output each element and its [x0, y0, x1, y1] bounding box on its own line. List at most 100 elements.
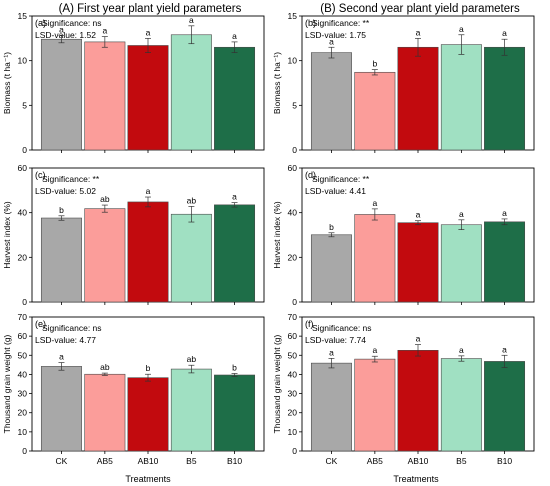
chart-panel: 0 5 10 15 Biomass (t ha⁻¹) (a)Significance: n… [2, 11, 265, 155]
bar-ab5 [354, 358, 396, 452]
significance-letter: a [146, 186, 151, 196]
y-tick-label: 60 [288, 331, 298, 341]
chart-panel: 0 20 40 60 Harvest index (%) (d)Significance:… [272, 163, 535, 307]
significance-letter: ab [100, 362, 110, 372]
significance-letter: a [372, 198, 377, 208]
y-tick-label: 0 [22, 145, 27, 155]
lsd-value-note: LSD-value: 1.75 [305, 30, 366, 40]
bar-b5 [440, 358, 482, 452]
y-axis-label: Biomass (t ha⁻¹) [2, 52, 12, 114]
significance-letter: a [329, 36, 334, 46]
x-tick-label: AB5 [97, 456, 113, 466]
x-tick-label: B5 [456, 456, 467, 466]
significance-letter: b [59, 205, 64, 215]
lsd-value-note: LSD-value: 4.41 [305, 186, 366, 196]
y-axis-label: Biomass (t ha⁻¹) [272, 52, 282, 114]
significance-letter: a [146, 27, 151, 37]
significance-letter: a [502, 344, 507, 354]
bar-ab5 [84, 373, 126, 452]
bar-ab10 [127, 201, 169, 303]
bar-b5 [440, 44, 482, 151]
bar-ck [40, 366, 82, 452]
y-tick-label: 70 [18, 312, 28, 322]
bar-ck [40, 217, 82, 303]
y-axis-label: Harvest index (%) [2, 201, 12, 269]
significance-letter: ab [187, 354, 197, 364]
panel-label: (c) [35, 170, 46, 180]
significance-note: Significance: ** [312, 18, 370, 28]
significance-letter: a [102, 26, 107, 36]
significance-letter: a [502, 28, 507, 38]
x-tick-label: AB10 [138, 456, 159, 466]
bar-b5 [440, 224, 482, 303]
bar-b5 [170, 34, 212, 151]
panel-label: (d) [305, 170, 316, 180]
y-axis-label: Harvest index (%) [272, 201, 282, 269]
y-tick-label: 10 [288, 56, 298, 66]
y-axis-label: Thousand grain weight (g) [2, 334, 12, 433]
y-tick-label: 40 [18, 208, 28, 218]
significance-letter: b [232, 362, 237, 372]
y-tick-label: 20 [18, 252, 28, 262]
y-tick-label: 60 [18, 331, 28, 341]
significance-letter: b [329, 222, 334, 232]
x-tick-label: B5 [186, 456, 197, 466]
panel-label: (e) [35, 319, 46, 329]
x-axis-title-left: Treatments [125, 474, 171, 484]
significance-note: Significance: ns [312, 323, 372, 333]
lsd-value-note: LSD-value: 7.74 [305, 335, 366, 345]
bar-b10 [484, 46, 526, 151]
y-tick-label: 5 [22, 100, 27, 110]
bar-ab5 [84, 208, 126, 303]
bar-ab10 [127, 377, 169, 452]
panel-label: (b) [305, 18, 316, 28]
significance-letter: a [416, 27, 421, 37]
significance-note: Significance: ns [42, 18, 102, 28]
y-tick-label: 10 [288, 427, 298, 437]
x-tick-label: AB5 [367, 456, 383, 466]
y-tick-label: 10 [18, 427, 28, 437]
chart-panel: 0 5 10 15 Biomass (t ha⁻¹) (b)Significance: *… [272, 11, 535, 155]
significance-note: Significance: ** [42, 174, 100, 184]
y-tick-label: 60 [18, 163, 28, 173]
significance-note: Significance: ns [42, 323, 102, 333]
bar-ab5 [354, 214, 396, 303]
significance-letter: a [459, 24, 464, 34]
bar-ab10 [397, 222, 439, 303]
y-tick-label: 40 [288, 208, 298, 218]
y-tick-label: 20 [18, 408, 28, 418]
bar-ab10 [127, 45, 169, 151]
lsd-value-note: LSD-value: 5.02 [35, 186, 96, 196]
column-title-first-year: (A) First year plant yield parameters [59, 3, 242, 15]
y-tick-label: 0 [22, 446, 27, 456]
significance-letter: a [459, 209, 464, 219]
chart-panel: 0 10 20 30 40 50 60 70 Thousand grain weight (g)… [2, 312, 265, 466]
significance-letter: a [502, 208, 507, 218]
y-tick-label: 20 [288, 408, 298, 418]
y-tick-label: 5 [292, 100, 297, 110]
bar-ab5 [84, 41, 126, 151]
bar-b5 [170, 213, 212, 303]
bar-ab5 [354, 71, 396, 151]
bar-ck [40, 38, 82, 151]
y-tick-label: 0 [292, 145, 297, 155]
significance-letter: a [59, 25, 64, 35]
significance-letter: a [59, 352, 64, 362]
significance-letter: ab [187, 195, 197, 205]
significance-note: Significance: ** [312, 174, 370, 184]
x-tick-label: CK [56, 456, 68, 466]
y-tick-label: 60 [288, 163, 298, 173]
bar-ab10 [397, 350, 439, 452]
lsd-value-note: LSD-value: 4.77 [35, 335, 96, 345]
bar-ck [310, 362, 352, 452]
y-tick-label: 10 [18, 56, 28, 66]
chart-panel: 0 10 20 30 40 50 60 70 Thousand grain weight (g)… [272, 312, 535, 466]
y-tick-label: 40 [18, 369, 28, 379]
x-tick-label: B10 [497, 456, 512, 466]
chart-panel: 0 20 40 60 Harvest index (%) (c)Significance:… [2, 163, 265, 307]
significance-letter: a [232, 192, 237, 202]
y-tick-label: 20 [288, 252, 298, 262]
y-axis-label: Thousand grain weight (g) [272, 334, 282, 433]
bar-b5 [170, 368, 212, 452]
